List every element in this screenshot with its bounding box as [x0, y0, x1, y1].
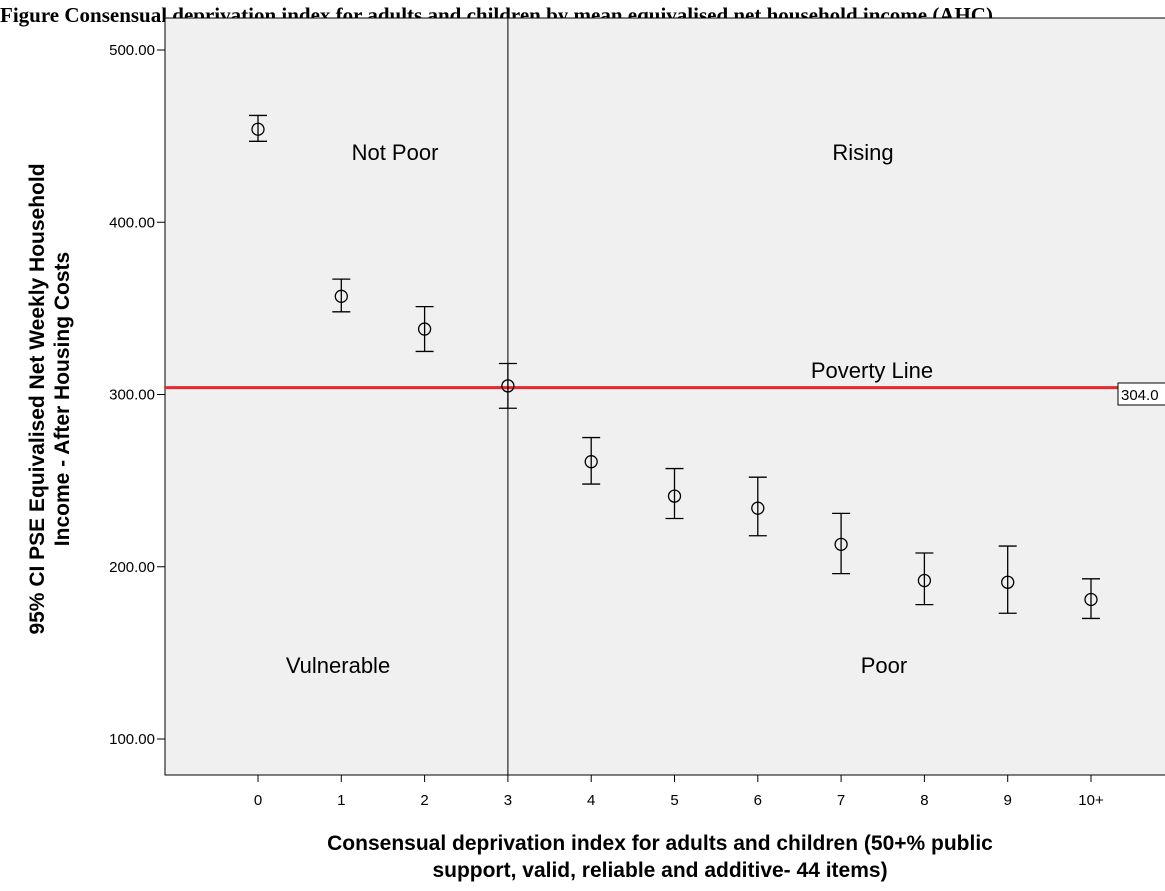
x-tick-label: 10+	[1078, 792, 1104, 809]
error-bar-point	[998, 545, 1017, 614]
mean-marker	[834, 537, 848, 552]
mean-marker	[751, 501, 765, 515]
x-axis-title-line-1: Consensual deprivation index for adults …	[327, 832, 993, 855]
error-bar-point	[498, 362, 517, 409]
y-tick-label: 400.00	[109, 214, 155, 231]
poverty-line-label: Poverty Line	[811, 358, 933, 383]
error-bar-point	[832, 512, 851, 575]
x-tick-label: 6	[754, 792, 762, 809]
y-tick-label: 300.00	[109, 387, 155, 404]
error-bar-point	[915, 552, 934, 606]
x-tick-label: 1	[337, 792, 345, 809]
x-tick-label: 7	[837, 792, 845, 809]
data-points	[249, 114, 1100, 620]
x-tick-label: 2	[420, 792, 428, 809]
plot-area	[164, 17, 1165, 776]
mean-marker	[251, 122, 265, 136]
mean-marker	[584, 455, 598, 469]
mean-marker	[501, 379, 515, 393]
x-axis: 0 1 2 3 4 5 6 7 8 9 10+	[254, 775, 1104, 809]
x-tick-label: 0	[254, 792, 262, 809]
error-bar-point	[582, 436, 601, 485]
mean-marker	[417, 322, 432, 336]
region-label-vulnerable: Vulnerable	[286, 653, 390, 678]
region-label-rising: Rising	[832, 140, 893, 165]
y-axis: 100.00 200.00 300.00 400.00 500.00	[109, 42, 165, 748]
mean-marker	[667, 489, 682, 503]
poverty-line-value-box: 304.0	[1117, 382, 1165, 406]
mean-marker	[917, 573, 932, 588]
mean-marker	[334, 289, 348, 303]
y-tick-label: 500.00	[109, 42, 155, 59]
x-tick-label: 3	[504, 792, 512, 809]
x-tick-label: 4	[587, 792, 595, 809]
error-bar-point	[249, 114, 267, 142]
error-bar-point	[415, 306, 434, 353]
region-label-not-poor: Not Poor	[352, 140, 439, 165]
poverty-line-value: 304.0	[1121, 387, 1159, 404]
mean-marker	[1084, 592, 1098, 607]
x-axis-title-line-2: support, valid, reliable and additive- 4…	[432, 859, 887, 882]
y-axis-title-line-1: 95% CI PSE Equivalised Net Weekly Househ…	[26, 163, 49, 634]
y-tick-label: 100.00	[109, 731, 155, 748]
error-bar-point	[748, 476, 767, 537]
error-bar-point	[332, 278, 351, 313]
y-axis-title-line-2: Income - After Housing Costs	[51, 252, 74, 546]
x-tick-label: 5	[670, 792, 678, 809]
error-bar-point	[1082, 578, 1100, 620]
x-tick-label: 9	[1004, 792, 1012, 809]
mean-marker	[1001, 575, 1015, 589]
y-tick-label: 200.00	[109, 559, 155, 576]
error-bar-point	[665, 467, 684, 520]
region-label-poor: Poor	[861, 653, 907, 678]
x-tick-label: 8	[920, 792, 928, 809]
